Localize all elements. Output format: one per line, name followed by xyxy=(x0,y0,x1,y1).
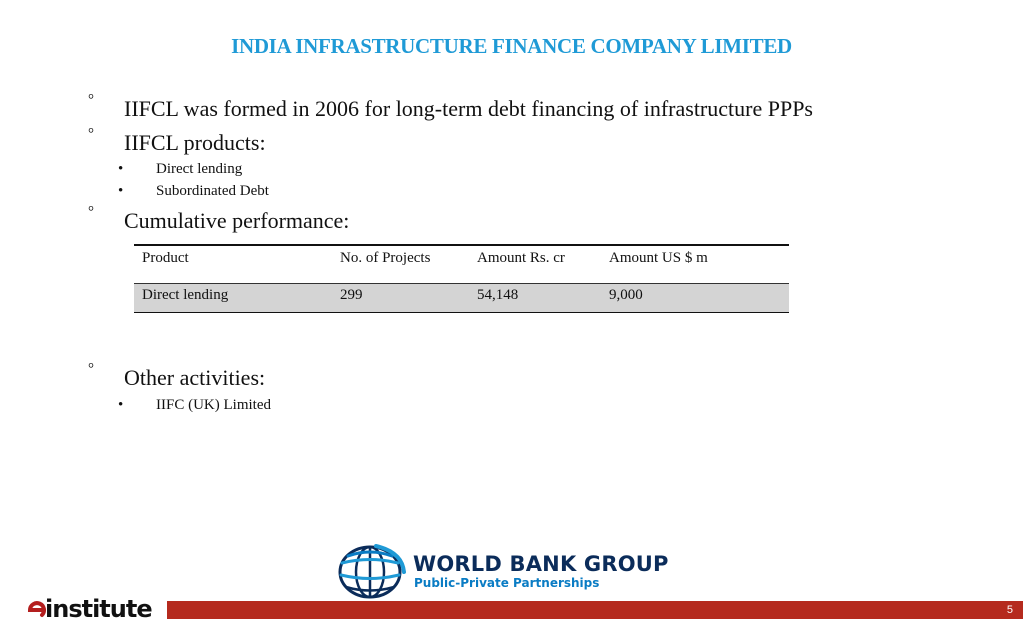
globe-icon xyxy=(338,544,406,599)
einstitute-wordmark: institute xyxy=(45,595,153,623)
sub-bullet-marker: • xyxy=(118,397,124,413)
bullet-marker: ° xyxy=(88,204,94,220)
column-header: Product xyxy=(142,250,189,266)
page-number: 5 xyxy=(1006,604,1013,616)
world-bank-group-logo: WORLD BANK GROUP Public-Private Partners… xyxy=(336,542,696,600)
table-row: Direct lending 299 54,148 9,000 xyxy=(134,283,789,312)
bullet-text: IIFCL was formed in 2006 for long-term d… xyxy=(124,96,813,121)
table-cell: Direct lending xyxy=(142,286,229,303)
bullet-marker: ° xyxy=(88,361,94,377)
sub-bullet-marker: • xyxy=(118,183,124,199)
performance-table: Product No. of Projects Amount Rs. cr Am… xyxy=(134,244,789,313)
table-cell: 299 xyxy=(340,286,363,303)
table-header-row: Product No. of Projects Amount Rs. cr Am… xyxy=(134,245,789,283)
einstitute-e-icon xyxy=(27,601,46,617)
column-header: Amount US $ m xyxy=(609,250,708,266)
sub-bullet-text: Direct lending xyxy=(156,161,243,177)
world-bank-subtitle: Public-Private Partnerships xyxy=(414,576,600,590)
bullet-marker: ° xyxy=(88,126,94,142)
einstitute-logo: institute xyxy=(26,594,166,624)
column-header: No. of Projects xyxy=(340,250,431,266)
bullet-marker: ° xyxy=(88,92,94,108)
sub-bullet-marker: • xyxy=(118,161,124,177)
footer-bar: 5 xyxy=(167,601,1023,619)
bullet-text: IIFCL products: xyxy=(124,130,266,155)
slide-title: INDIA INFRASTRUCTURE FINANCE COMPANY LIM… xyxy=(231,34,792,58)
table-cell: 9,000 xyxy=(609,286,643,303)
bullet-text: Cumulative performance: xyxy=(124,208,350,233)
bullet-text: Other activities: xyxy=(124,365,266,390)
column-header: Amount Rs. cr xyxy=(477,250,565,266)
world-bank-group-name: WORLD BANK GROUP xyxy=(413,552,669,576)
sub-bullet-text: IIFC (UK) Limited xyxy=(156,397,271,413)
sub-bullet-text: Subordinated Debt xyxy=(156,183,269,199)
table-cell: 54,148 xyxy=(477,286,519,303)
